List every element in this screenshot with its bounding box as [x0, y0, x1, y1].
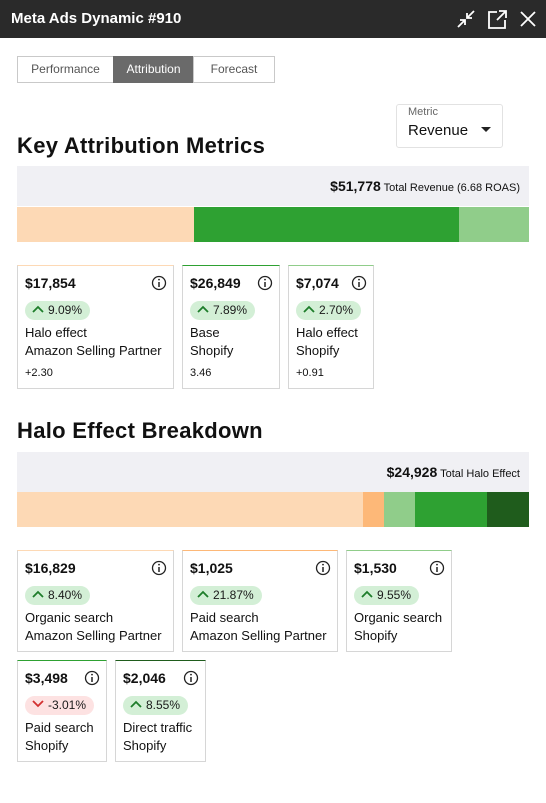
card-label: Amazon Selling Partner	[25, 628, 162, 643]
bar-segment	[362, 492, 384, 527]
card-amount: $2,046	[123, 670, 166, 686]
info-icon	[84, 670, 100, 686]
change-arrow	[303, 305, 315, 313]
metric-card[interactable]: $3,498 -3.01% Paid search Shopify	[17, 660, 107, 762]
change-arrow	[197, 305, 209, 313]
card-label: Amazon Selling Partner	[25, 343, 162, 358]
change-badge: 7.89%	[190, 301, 256, 320]
title-bar	[0, 0, 546, 38]
card-label: Shopify	[354, 628, 398, 643]
total-amount: $24,928	[386, 464, 438, 480]
change-value: 8.55%	[146, 698, 181, 712]
total-amount: $51,778	[330, 178, 381, 194]
card-label: Shopify	[190, 343, 234, 358]
metric-card[interactable]: $1,530 9.55% Organic search Shopify	[346, 550, 452, 652]
dropdown-caret	[481, 127, 491, 132]
total-caption: Total Halo Effect	[440, 468, 520, 480]
metric-card[interactable]: $17,854 9.09% Halo effect Amazon Selling Pa…	[17, 265, 174, 389]
card-note: 3.46	[190, 367, 212, 379]
change-badge: -3.01%	[25, 696, 95, 715]
metric-card[interactable]: $7,074 2.70% Halo effect Shopify +0.91	[288, 265, 374, 389]
card-label: Shopify	[296, 343, 340, 358]
change-value: -3.01%	[48, 698, 87, 712]
metric-value: Revenue	[408, 122, 469, 139]
card-label: Base	[190, 325, 220, 340]
change-arrow	[197, 590, 209, 598]
total-caption: Total Revenue (6.68 ROAS)	[383, 182, 520, 194]
metric-card[interactable]: $2,046 8.55% Direct traffic Shopify	[115, 660, 206, 762]
total-band: $51,778 Total Revenue (6.68 ROAS)	[17, 166, 529, 206]
change-badge: 8.55%	[123, 696, 189, 715]
change-value: 7.89%	[213, 303, 248, 317]
tab[interactable]: Attribution	[113, 56, 194, 83]
card-label: Amazon Selling Partner	[190, 628, 327, 643]
info-icon	[151, 275, 167, 291]
change-value: 8.40%	[48, 588, 83, 602]
change-arrow	[32, 590, 44, 598]
card-amount: $1,025	[190, 560, 233, 576]
card-label: Halo effect	[296, 325, 358, 340]
window-controls[interactable]	[455, 8, 539, 30]
bar-segment	[193, 207, 460, 242]
change-arrow	[361, 590, 373, 598]
card-amount: $3,498	[25, 670, 68, 686]
info-icon	[151, 560, 167, 576]
metric-card[interactable]: $1,025 21.87% Paid search Amazon Selling Pa…	[182, 550, 338, 652]
change-badge: 9.09%	[25, 301, 91, 320]
change-badge: 2.70%	[296, 301, 362, 320]
bar-segment	[17, 492, 363, 527]
card-note: +0.91	[296, 367, 324, 379]
card-label: Shopify	[123, 738, 167, 753]
section-heading: Halo Effect Breakdown	[17, 418, 263, 443]
change-arrow	[32, 305, 44, 313]
window-title: Meta Ads Dynamic #910	[11, 10, 182, 27]
change-arrow	[130, 700, 142, 708]
info-icon	[351, 275, 367, 291]
change-arrow	[32, 700, 44, 708]
info-icon	[257, 275, 273, 291]
card-label: Halo effect	[25, 325, 87, 340]
info-icon	[183, 670, 199, 686]
card-label: Organic search	[354, 610, 443, 625]
card-amount: $17,854	[25, 275, 76, 291]
card-label: Direct traffic	[123, 720, 193, 735]
metric-card[interactable]: $16,829 8.40% Organic search Amazon Selling…	[17, 550, 174, 652]
metric-card[interactable]: $26,849 7.89% Base Shopify 3.46	[182, 265, 280, 389]
change-value: 9.09%	[48, 303, 83, 317]
card-label: Paid search	[190, 610, 259, 625]
change-value: 9.55%	[377, 588, 412, 602]
card-amount: $7,074	[296, 275, 339, 291]
bar-segment	[486, 492, 529, 527]
tab[interactable]: Forecast	[193, 56, 275, 83]
change-badge: 21.87%	[190, 586, 262, 605]
bar-segment	[383, 492, 416, 527]
change-value: 2.70%	[319, 303, 354, 317]
metric-label: Metric	[408, 106, 438, 118]
card-note: +2.30	[25, 367, 53, 379]
section-heading: Key Attribution Metrics	[17, 133, 266, 158]
card-amount: $16,829	[25, 560, 76, 576]
card-label: Paid search	[25, 720, 94, 735]
change-value: 21.87%	[213, 588, 254, 602]
card-amount: $1,530	[354, 560, 397, 576]
card-label: Shopify	[25, 738, 69, 753]
tab[interactable]: Performance	[17, 56, 114, 83]
bar-segment	[415, 492, 487, 527]
card-label: Organic search	[25, 610, 114, 625]
change-badge: 8.40%	[25, 586, 91, 605]
total-band: $24,928 Total Halo Effect	[17, 452, 529, 492]
info-icon	[429, 560, 445, 576]
bar-segment	[17, 207, 194, 242]
info-icon	[315, 560, 331, 576]
card-amount: $26,849	[190, 275, 241, 291]
change-badge: 9.55%	[354, 586, 420, 605]
bar-segment	[459, 207, 529, 242]
metric-dropdown[interactable]	[396, 104, 503, 148]
